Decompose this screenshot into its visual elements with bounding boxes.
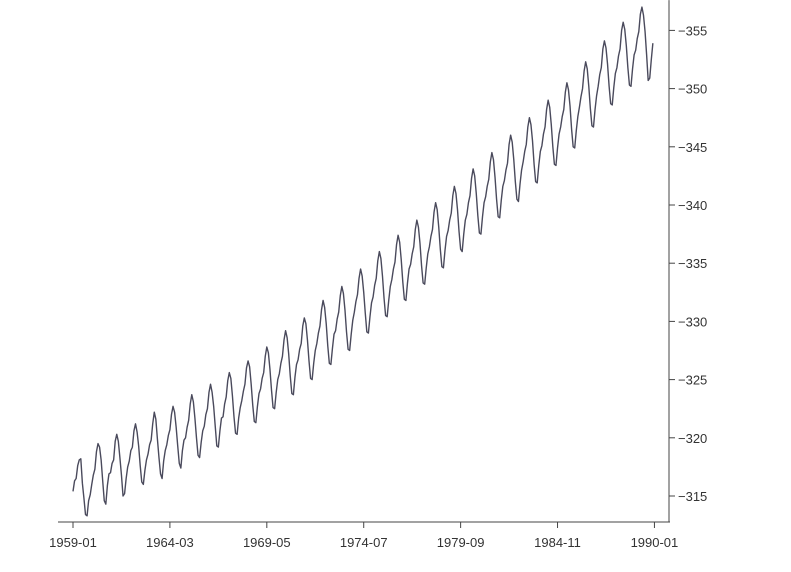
- x-tick-label: 1959-01: [49, 535, 97, 550]
- x-tick-label: 1969-05: [243, 535, 291, 550]
- y-axis: −315 −320 −325 −330 −335 −340 −345 −350 −355: [668, 0, 707, 522]
- y-tick-label: −315: [678, 489, 707, 504]
- x-tick-label: 1974-07: [340, 535, 388, 550]
- y-tick-label: −350: [678, 82, 707, 97]
- y-tick-label: −325: [678, 373, 707, 388]
- y-tick-label: −320: [678, 431, 707, 446]
- x-tick-label: 1979-09: [437, 535, 485, 550]
- y-tick-label: −335: [678, 256, 707, 271]
- x-tick-label: 1984-11: [534, 535, 581, 550]
- y-tick-label: −330: [678, 314, 707, 329]
- y-tick-label: −340: [678, 198, 707, 213]
- y-tick-label: −345: [678, 140, 707, 155]
- x-tick-label: 1964-03: [146, 535, 194, 550]
- x-tick-label: 1990-01: [631, 535, 679, 550]
- x-axis: 1959-01 1964-03 1969-05 1974-07 1979-09 1984-…: [49, 521, 679, 550]
- plot-area: [72, 6, 654, 517]
- series-line: [72, 6, 654, 517]
- y-tick-label: −355: [678, 23, 707, 38]
